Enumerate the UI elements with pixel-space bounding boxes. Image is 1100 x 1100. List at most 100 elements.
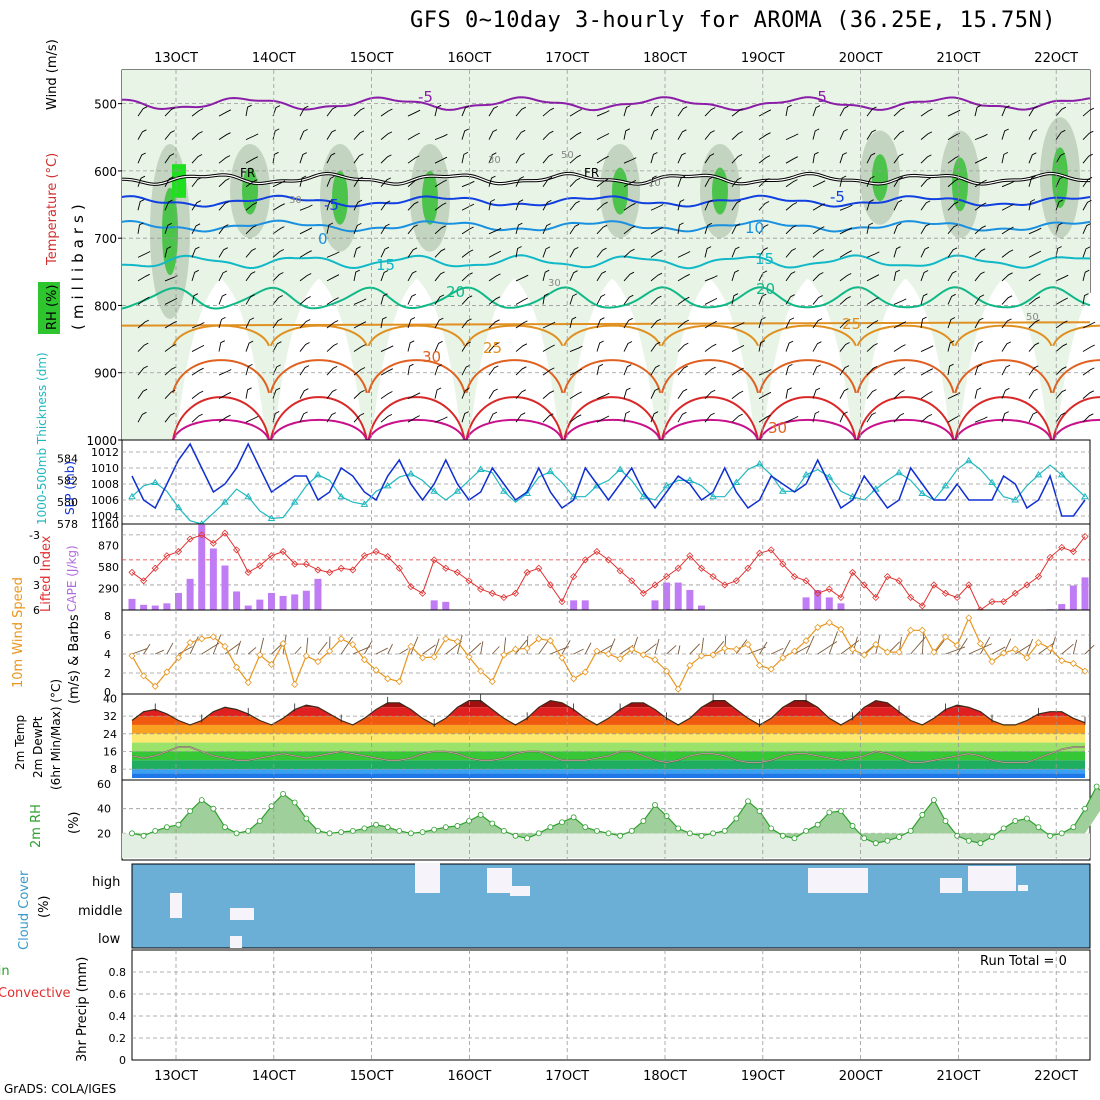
wind-barb [866, 251, 880, 258]
wind-speed-point [314, 658, 322, 666]
wind-barb [704, 366, 716, 376]
wind-speed-point [907, 626, 915, 634]
wind-barb [677, 129, 687, 140]
wind-barb [974, 416, 988, 423]
wind-speed-point [953, 641, 961, 650]
wind-barb [407, 178, 420, 188]
rh-point [803, 827, 809, 834]
wind-barb [353, 107, 365, 117]
wind-barb [353, 298, 367, 305]
rh-axis-label: RH (%) [45, 285, 60, 330]
thickness-point [964, 456, 973, 464]
wind-barb [218, 109, 232, 117]
wind-barb [461, 128, 469, 140]
wind-barb [893, 367, 906, 376]
wind-barb [704, 412, 715, 423]
wind-barb [407, 392, 421, 400]
wind-barb [974, 179, 987, 188]
wind-barb [245, 294, 255, 305]
wind-barb [569, 345, 583, 352]
precip-convective-label: Convective [0, 986, 71, 1001]
wind-barb [542, 130, 554, 140]
wind-barb [245, 363, 253, 376]
wind-barb [947, 178, 960, 188]
thickness-point [685, 476, 694, 483]
temp-band [132, 716, 1085, 725]
wind-barb [191, 390, 204, 399]
wind-barb [317, 641, 328, 655]
wind-barb [407, 224, 418, 235]
wind-barb [218, 178, 230, 188]
rh-point [640, 818, 647, 824]
panel-frame [121, 523, 1091, 611]
wind-barb [561, 640, 571, 655]
wind-barb [731, 293, 739, 305]
wind-barb [650, 226, 664, 235]
temp-tick-label: 16 [103, 745, 117, 758]
lifted-index-point [953, 593, 961, 602]
wind-barb [677, 251, 691, 258]
isotherm-25-top [121, 321, 1091, 327]
wind-barb [623, 271, 635, 282]
wind-barb [677, 411, 687, 423]
wind-barb [596, 224, 608, 235]
axis-ticks: 40 32 24 16 8 [103, 692, 117, 776]
lifted-index-point [360, 552, 369, 560]
rh-saturated-core [952, 157, 968, 212]
wind-barb [294, 646, 302, 655]
cape-bar [140, 604, 148, 610]
wind-barb [137, 319, 150, 329]
wind-barb [812, 341, 822, 352]
lifted-index-point [941, 589, 950, 597]
lifted-index-point [314, 566, 322, 574]
wind-barb [569, 108, 582, 117]
lifted-index-point [930, 581, 938, 589]
slp-tick-label: 1008 [91, 478, 119, 491]
dry-region [1056, 279, 1100, 440]
rh-point [477, 811, 484, 818]
wind-barb [488, 199, 496, 211]
wind-barb [569, 391, 582, 400]
wind-barb [542, 344, 555, 352]
wind-barb [785, 340, 794, 352]
wind-barb [812, 272, 824, 282]
precip-total-label: Total / Rain [0, 964, 10, 979]
wind-barb [758, 316, 766, 329]
wind-barb [515, 152, 525, 164]
wind-barb [812, 364, 821, 376]
lifted-index-point [395, 564, 403, 572]
cape-bar [430, 600, 438, 610]
rh-point [512, 832, 519, 839]
panel-cloud-cover: high middle low Cloud Cover (%) [17, 863, 1091, 950]
thickness-point [244, 492, 253, 500]
wind-speed-point [360, 656, 369, 664]
pressure-axis-label: (millibars) [69, 199, 87, 330]
iso-label: -5 [830, 188, 845, 206]
thickness-point [639, 492, 648, 500]
wind-barb [340, 636, 353, 655]
wind-barb [785, 317, 795, 329]
wind-barb [433, 638, 440, 655]
wind-barb [245, 225, 257, 235]
cape-tick-label: 870 [98, 540, 119, 553]
wind-barb [893, 107, 905, 117]
wind-barb [812, 128, 820, 140]
wind-barb [650, 364, 660, 376]
rh-point [814, 821, 821, 828]
wind-barb [650, 105, 660, 117]
wind-speed-point [221, 642, 229, 650]
wind-barb [137, 342, 149, 352]
thickness-axis-label: 1000-500mb Thickness (dm) [35, 352, 49, 525]
wind-barb [731, 322, 745, 329]
wind-barb [461, 249, 474, 258]
wind-barb [947, 155, 960, 164]
wind-barb [704, 246, 712, 258]
lifted-index-point [802, 577, 810, 585]
wind-barb [380, 131, 393, 140]
x-tick-label: 18OCT [643, 51, 687, 66]
wind-barb [236, 640, 242, 655]
rh-point [442, 824, 449, 831]
x-tick-label: 15OCT [350, 1069, 394, 1084]
wind-barb [1055, 274, 1069, 282]
rh-point [233, 830, 240, 837]
